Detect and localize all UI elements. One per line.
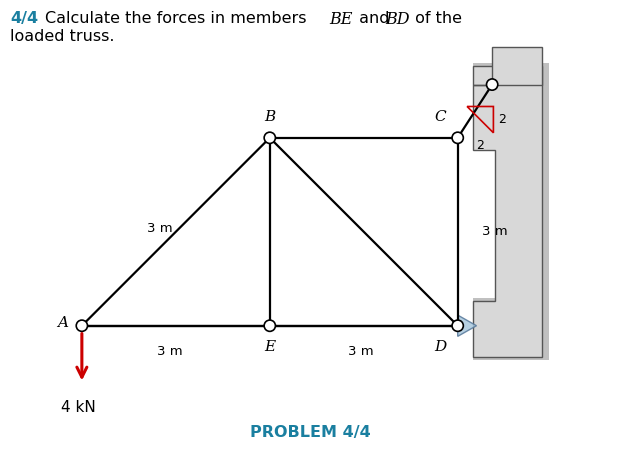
Text: PROBLEM 4/4: PROBLEM 4/4	[250, 425, 371, 440]
Text: Calculate the forces in members: Calculate the forces in members	[45, 11, 311, 26]
Text: 3 m: 3 m	[156, 345, 183, 358]
Text: BE: BE	[329, 11, 353, 28]
Text: BD: BD	[385, 11, 410, 28]
Text: and: and	[354, 11, 394, 26]
Text: 2: 2	[476, 139, 484, 152]
Circle shape	[452, 320, 463, 331]
Text: 4 kN: 4 kN	[61, 400, 96, 414]
Text: 4/4: 4/4	[10, 11, 38, 26]
Text: B: B	[264, 110, 275, 124]
Text: 3 m: 3 m	[348, 345, 373, 358]
Text: loaded truss.: loaded truss.	[10, 29, 114, 44]
Text: 2: 2	[498, 113, 505, 126]
Text: 3 m: 3 m	[147, 222, 173, 235]
Text: of the: of the	[410, 11, 462, 26]
Circle shape	[486, 79, 498, 90]
Polygon shape	[473, 66, 542, 357]
Circle shape	[264, 320, 276, 331]
Polygon shape	[458, 315, 476, 336]
Text: E: E	[264, 340, 275, 354]
Polygon shape	[473, 47, 542, 84]
Circle shape	[76, 320, 88, 331]
Polygon shape	[473, 63, 548, 360]
Text: 3 m: 3 m	[481, 225, 507, 238]
Text: C: C	[435, 110, 446, 124]
Text: D: D	[434, 340, 446, 354]
Circle shape	[452, 132, 463, 143]
Circle shape	[264, 132, 276, 143]
Text: A: A	[57, 316, 68, 330]
